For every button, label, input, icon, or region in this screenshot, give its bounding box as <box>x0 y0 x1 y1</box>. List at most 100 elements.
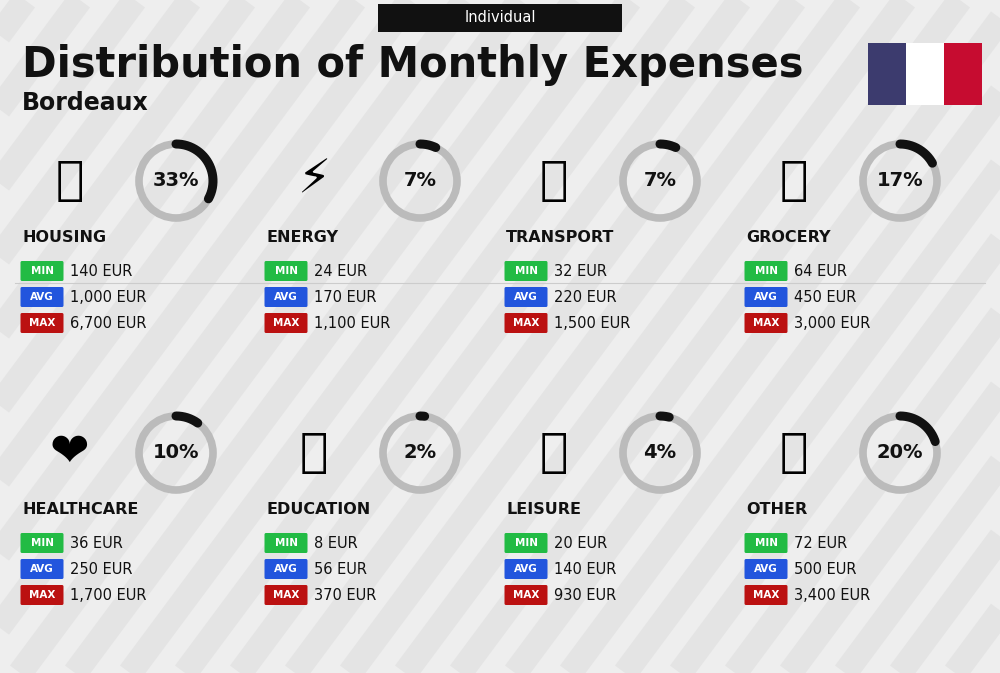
Text: 💰: 💰 <box>780 431 808 476</box>
Bar <box>868 43 906 105</box>
FancyBboxPatch shape <box>505 559 548 579</box>
Text: 1,700 EUR: 1,700 EUR <box>70 588 146 602</box>
FancyBboxPatch shape <box>264 313 308 333</box>
Text: ❤️: ❤️ <box>50 431 90 476</box>
Text: MIN: MIN <box>514 266 538 276</box>
Text: 3,400 EUR: 3,400 EUR <box>794 588 870 602</box>
Text: GROCERY: GROCERY <box>746 230 830 246</box>
Text: 🛒: 🛒 <box>780 159 808 203</box>
Text: 1,500 EUR: 1,500 EUR <box>554 316 630 330</box>
FancyBboxPatch shape <box>744 533 788 553</box>
Text: AVG: AVG <box>514 292 538 302</box>
Text: AVG: AVG <box>30 292 54 302</box>
Text: Individual: Individual <box>464 11 536 26</box>
Text: AVG: AVG <box>754 292 778 302</box>
Text: 10%: 10% <box>153 444 199 462</box>
Text: 930 EUR: 930 EUR <box>554 588 616 602</box>
Text: 170 EUR: 170 EUR <box>314 289 376 304</box>
Text: MIN: MIN <box>274 538 298 548</box>
Text: 17%: 17% <box>877 172 923 190</box>
Text: EDUCATION: EDUCATION <box>266 503 370 518</box>
Text: MIN: MIN <box>755 266 778 276</box>
Text: 🚌: 🚌 <box>540 159 568 203</box>
FancyBboxPatch shape <box>505 261 548 281</box>
FancyBboxPatch shape <box>264 261 308 281</box>
Text: 250 EUR: 250 EUR <box>70 561 132 577</box>
Text: HEALTHCARE: HEALTHCARE <box>22 503 138 518</box>
Text: 20%: 20% <box>877 444 923 462</box>
Text: 7%: 7% <box>644 172 676 190</box>
FancyBboxPatch shape <box>378 4 622 32</box>
Text: Bordeaux: Bordeaux <box>22 91 149 115</box>
Text: 140 EUR: 140 EUR <box>70 264 132 279</box>
Text: MAX: MAX <box>753 318 779 328</box>
Text: AVG: AVG <box>30 564 54 574</box>
Text: 🛍️: 🛍️ <box>540 431 568 476</box>
FancyBboxPatch shape <box>20 313 64 333</box>
FancyBboxPatch shape <box>20 559 64 579</box>
Text: 450 EUR: 450 EUR <box>794 289 856 304</box>
Text: OTHER: OTHER <box>746 503 807 518</box>
Text: 32 EUR: 32 EUR <box>554 264 607 279</box>
Text: 220 EUR: 220 EUR <box>554 289 617 304</box>
FancyBboxPatch shape <box>744 559 788 579</box>
Text: MAX: MAX <box>513 590 539 600</box>
Text: 140 EUR: 140 EUR <box>554 561 616 577</box>
Text: 3,000 EUR: 3,000 EUR <box>794 316 870 330</box>
Text: 6,700 EUR: 6,700 EUR <box>70 316 146 330</box>
Text: MAX: MAX <box>29 590 55 600</box>
Text: 56 EUR: 56 EUR <box>314 561 367 577</box>
Text: Distribution of Monthly Expenses: Distribution of Monthly Expenses <box>22 44 804 86</box>
FancyBboxPatch shape <box>505 585 548 605</box>
Text: 4%: 4% <box>643 444 677 462</box>
Text: ⚡: ⚡ <box>297 159 331 203</box>
Text: AVG: AVG <box>274 292 298 302</box>
Text: 1,100 EUR: 1,100 EUR <box>314 316 390 330</box>
Text: MAX: MAX <box>513 318 539 328</box>
Text: 24 EUR: 24 EUR <box>314 264 367 279</box>
Text: 500 EUR: 500 EUR <box>794 561 856 577</box>
Text: MIN: MIN <box>514 538 538 548</box>
FancyBboxPatch shape <box>264 533 308 553</box>
FancyBboxPatch shape <box>744 287 788 307</box>
Text: 8 EUR: 8 EUR <box>314 536 358 551</box>
FancyBboxPatch shape <box>744 261 788 281</box>
Text: TRANSPORT: TRANSPORT <box>506 230 614 246</box>
FancyBboxPatch shape <box>744 585 788 605</box>
Text: 20 EUR: 20 EUR <box>554 536 607 551</box>
Text: 72 EUR: 72 EUR <box>794 536 847 551</box>
Text: 1,000 EUR: 1,000 EUR <box>70 289 146 304</box>
FancyBboxPatch shape <box>744 313 788 333</box>
Text: MIN: MIN <box>30 266 54 276</box>
Text: MIN: MIN <box>755 538 778 548</box>
Text: ENERGY: ENERGY <box>266 230 338 246</box>
FancyBboxPatch shape <box>505 287 548 307</box>
Bar <box>944 43 982 105</box>
Bar <box>906 43 944 105</box>
Text: MIN: MIN <box>30 538 54 548</box>
FancyBboxPatch shape <box>264 559 308 579</box>
Text: MAX: MAX <box>753 590 779 600</box>
Text: 33%: 33% <box>153 172 199 190</box>
Text: 🏢: 🏢 <box>56 159 84 203</box>
FancyBboxPatch shape <box>264 585 308 605</box>
Text: AVG: AVG <box>514 564 538 574</box>
Text: 64 EUR: 64 EUR <box>794 264 847 279</box>
Text: HOUSING: HOUSING <box>22 230 106 246</box>
Text: MAX: MAX <box>29 318 55 328</box>
FancyBboxPatch shape <box>264 287 308 307</box>
Text: 36 EUR: 36 EUR <box>70 536 123 551</box>
Text: MIN: MIN <box>274 266 298 276</box>
Text: 370 EUR: 370 EUR <box>314 588 376 602</box>
Text: MAX: MAX <box>273 318 299 328</box>
Text: AVG: AVG <box>754 564 778 574</box>
FancyBboxPatch shape <box>20 287 64 307</box>
FancyBboxPatch shape <box>20 533 64 553</box>
FancyBboxPatch shape <box>505 313 548 333</box>
FancyBboxPatch shape <box>20 585 64 605</box>
Text: 2%: 2% <box>403 444 437 462</box>
FancyBboxPatch shape <box>505 533 548 553</box>
Text: 7%: 7% <box>404 172 436 190</box>
Text: LEISURE: LEISURE <box>506 503 581 518</box>
Text: AVG: AVG <box>274 564 298 574</box>
